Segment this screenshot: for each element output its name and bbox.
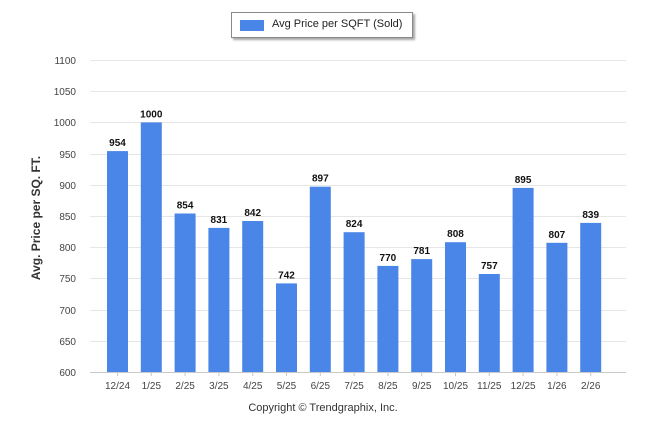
y-tick-label: 800 bbox=[59, 243, 76, 254]
x-tick-label: 11/25 bbox=[477, 381, 502, 392]
bar[interactable] bbox=[208, 227, 230, 372]
x-tick-label: 3/25 bbox=[209, 381, 229, 392]
legend[interactable]: Avg Price per SQFT (Sold) bbox=[231, 12, 413, 38]
data-label: 895 bbox=[515, 175, 532, 186]
y-tick-label: 600 bbox=[59, 368, 76, 379]
data-label: 842 bbox=[244, 208, 261, 219]
bar[interactable] bbox=[309, 186, 331, 372]
x-tick-label: 8/25 bbox=[378, 381, 398, 392]
data-label: 781 bbox=[413, 246, 430, 257]
x-tick-label: 2/25 bbox=[175, 381, 195, 392]
x-tick-label: 4/25 bbox=[243, 381, 263, 392]
x-tick-label: 1/26 bbox=[547, 381, 567, 392]
bar[interactable] bbox=[546, 242, 568, 372]
data-label: 1000 bbox=[140, 109, 163, 120]
bar[interactable] bbox=[478, 274, 500, 372]
data-label: 854 bbox=[177, 201, 194, 212]
y-tick-label: 650 bbox=[59, 337, 76, 348]
data-label: 839 bbox=[582, 210, 599, 221]
bar[interactable] bbox=[343, 232, 365, 372]
data-labels: 954 1000 854 831 842 742 897 824 770 781 808 757 895… bbox=[109, 109, 599, 281]
x-tick-label: 2/26 bbox=[581, 381, 601, 392]
bar[interactable] bbox=[140, 122, 162, 373]
x-tick-label: 9/25 bbox=[412, 381, 432, 392]
y-tick-label: 1000 bbox=[54, 118, 77, 129]
y-tick-label: 700 bbox=[59, 306, 76, 317]
y-tick-label: 1100 bbox=[54, 56, 76, 67]
x-tick-label: 1/25 bbox=[142, 381, 162, 392]
x-tick-label: 12/24 bbox=[105, 381, 130, 392]
x-tick-label: 6/25 bbox=[311, 381, 331, 392]
y-tick-label: 850 bbox=[59, 212, 76, 223]
data-label: 831 bbox=[211, 215, 228, 226]
bar[interactable] bbox=[377, 265, 399, 372]
bar[interactable] bbox=[242, 221, 264, 372]
bar[interactable] bbox=[512, 187, 534, 372]
x-tick-label: 10/25 bbox=[443, 381, 468, 392]
x-axis-ticks: 12/24 1/25 2/25 3/25 4/25 5/25 6/25 7/25 8/25 9/2… bbox=[105, 372, 601, 392]
copyright-text: Copyright © Trendgraphix, Inc. bbox=[248, 402, 398, 414]
data-label: 742 bbox=[278, 270, 295, 281]
x-tick-label: 7/25 bbox=[344, 381, 364, 392]
bar[interactable] bbox=[445, 242, 466, 372]
y-tick-label: 750 bbox=[59, 274, 76, 285]
legend-label: Avg Price per SQFT (Sold) bbox=[272, 18, 403, 30]
bar[interactable] bbox=[174, 213, 196, 373]
x-tick-label: 12/25 bbox=[511, 381, 536, 392]
data-label: 824 bbox=[346, 219, 363, 230]
y-tick-label: 900 bbox=[59, 181, 76, 192]
data-label: 757 bbox=[481, 261, 498, 272]
bar[interactable] bbox=[411, 259, 433, 372]
data-label: 954 bbox=[109, 138, 126, 149]
y-axis-ticks: 600 650 700 750 800 850 900 950 1000 1050 1100 bbox=[54, 56, 77, 379]
data-label: 897 bbox=[312, 174, 329, 185]
y-tick-label: 1050 bbox=[54, 87, 77, 98]
data-label: 770 bbox=[380, 253, 397, 264]
y-axis-title: Avg. Price per SQ. FT. bbox=[29, 155, 43, 281]
bar[interactable] bbox=[580, 222, 602, 372]
bars bbox=[107, 122, 602, 373]
data-label: 808 bbox=[447, 229, 464, 240]
y-tick-label: 950 bbox=[59, 150, 76, 161]
data-label: 807 bbox=[549, 230, 566, 241]
bar[interactable] bbox=[107, 151, 128, 372]
legend-swatch bbox=[240, 20, 264, 31]
x-tick-label: 5/25 bbox=[277, 381, 297, 392]
bar[interactable] bbox=[276, 283, 297, 372]
